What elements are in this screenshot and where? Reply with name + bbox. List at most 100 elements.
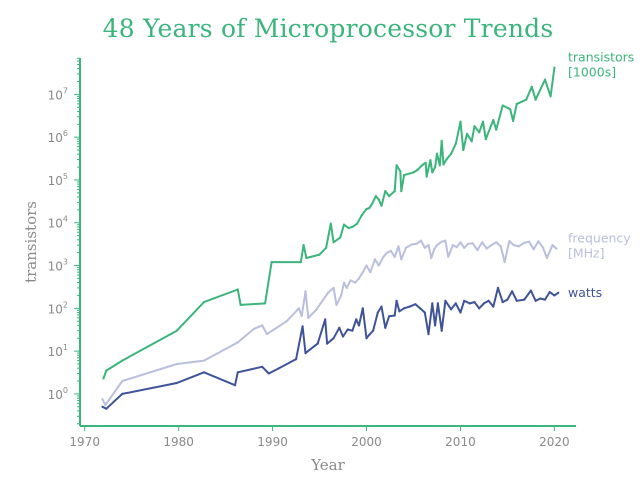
data-point-watts	[444, 299, 447, 302]
data-point-frequency	[261, 324, 264, 327]
data-point-watts	[515, 299, 518, 302]
data-point-frequency	[400, 258, 403, 261]
data-point-frequency	[393, 255, 396, 258]
data-point-watts	[539, 297, 542, 300]
data-point-frequency	[523, 241, 526, 244]
x-axis-title: Year	[310, 456, 345, 474]
data-point-watts	[376, 311, 379, 314]
y-tick-label: 106	[48, 129, 68, 145]
data-point-frequency	[386, 251, 389, 254]
data-point-transistors	[388, 195, 391, 198]
data-point-frequency	[430, 256, 433, 260]
data-point-transistors	[105, 369, 108, 372]
data-point-transistors	[380, 204, 383, 207]
data-point-watts	[423, 311, 426, 314]
data-point-watts	[506, 298, 509, 301]
data-point-frequency	[175, 362, 178, 366]
series-line-frequency	[101, 239, 558, 406]
data-point-watts	[202, 371, 206, 374]
data-point-watts	[419, 307, 422, 310]
data-point-transistors	[368, 207, 371, 210]
data-point-watts	[372, 329, 375, 332]
data-point-watts	[324, 318, 327, 321]
data-point-transistors	[360, 214, 363, 217]
x-tick-label: 1970	[69, 435, 100, 449]
data-point-watts	[346, 328, 349, 331]
data-point-transistors	[511, 119, 515, 122]
data-point-transistors	[454, 142, 457, 145]
x-tick-label: 1980	[163, 435, 194, 449]
data-point-watts	[440, 329, 443, 332]
data-point-transistors	[459, 120, 462, 123]
data-point-frequency	[419, 239, 423, 242]
data-point-transistors	[202, 301, 206, 304]
data-point-transistors	[377, 198, 380, 201]
data-point-transistors	[473, 125, 476, 128]
data-point-frequency	[345, 286, 348, 289]
data-point-frequency	[499, 245, 502, 248]
data-point-watts	[403, 307, 406, 310]
data-point-watts	[454, 302, 457, 305]
data-point-transistors	[384, 190, 387, 193]
data-point-transistors	[484, 138, 487, 141]
data-point-transistors	[440, 139, 443, 142]
data-point-frequency	[101, 398, 104, 401]
data-point-frequency	[423, 246, 426, 249]
data-point-frequency	[532, 248, 535, 251]
data-point-transistors	[450, 152, 453, 155]
data-point-frequency	[410, 243, 413, 246]
data-point-watts	[101, 405, 104, 408]
data-point-watts	[316, 342, 319, 345]
data-point-watts	[236, 371, 239, 374]
data-point-watts	[368, 333, 371, 336]
data-point-frequency	[361, 271, 364, 274]
data-point-frequency	[354, 281, 357, 284]
data-point-watts	[380, 305, 383, 308]
data-point-frequency	[369, 271, 372, 274]
data-point-frequency	[471, 242, 474, 245]
data-point-watts	[295, 358, 298, 361]
data-point-frequency	[435, 244, 439, 247]
data-point-transistors	[332, 241, 335, 244]
data-point-transistors	[325, 246, 328, 249]
data-point-watts	[548, 291, 551, 294]
data-point-transistors	[434, 166, 437, 169]
data-point-transistors	[339, 236, 342, 239]
data-point-watts	[338, 326, 341, 329]
data-point-transistors	[495, 128, 498, 131]
data-point-frequency	[314, 309, 317, 312]
y-tick-label: 104	[48, 215, 68, 231]
data-point-watts	[341, 335, 345, 338]
data-point-transistors	[478, 131, 481, 134]
legend-label-transistors: [1000s]	[568, 65, 616, 80]
chart-title: 48 Years of Microprocessor Trends	[102, 14, 554, 43]
data-point-watts	[326, 342, 329, 345]
legend-label-watts: watts	[568, 285, 602, 300]
data-point-transistors	[549, 95, 552, 98]
data-point-watts	[304, 352, 307, 355]
data-point-watts	[261, 365, 264, 368]
data-point-frequency	[349, 279, 352, 282]
data-point-transistors	[371, 202, 374, 205]
data-point-watts	[436, 302, 439, 305]
data-point-watts	[408, 305, 411, 308]
series-line-watts	[101, 286, 560, 410]
data-point-transistors	[302, 244, 305, 247]
data-point-transistors	[438, 164, 441, 167]
data-point-transistors	[329, 222, 332, 225]
data-point-watts	[478, 307, 481, 310]
data-point-frequency	[397, 245, 400, 248]
data-point-frequency	[404, 246, 408, 249]
data-point-watts	[553, 294, 556, 297]
legend-label-frequency: frequency	[568, 231, 631, 246]
data-point-watts	[450, 308, 453, 311]
y-tick-label: 100	[48, 386, 68, 402]
data-point-frequency	[527, 240, 531, 243]
data-point-frequency	[326, 291, 330, 294]
data-point-watts	[355, 318, 358, 321]
data-point-transistors	[342, 223, 346, 226]
data-point-transistors	[425, 175, 428, 178]
data-point-transistors	[318, 253, 321, 256]
data-point-watts	[473, 301, 476, 304]
